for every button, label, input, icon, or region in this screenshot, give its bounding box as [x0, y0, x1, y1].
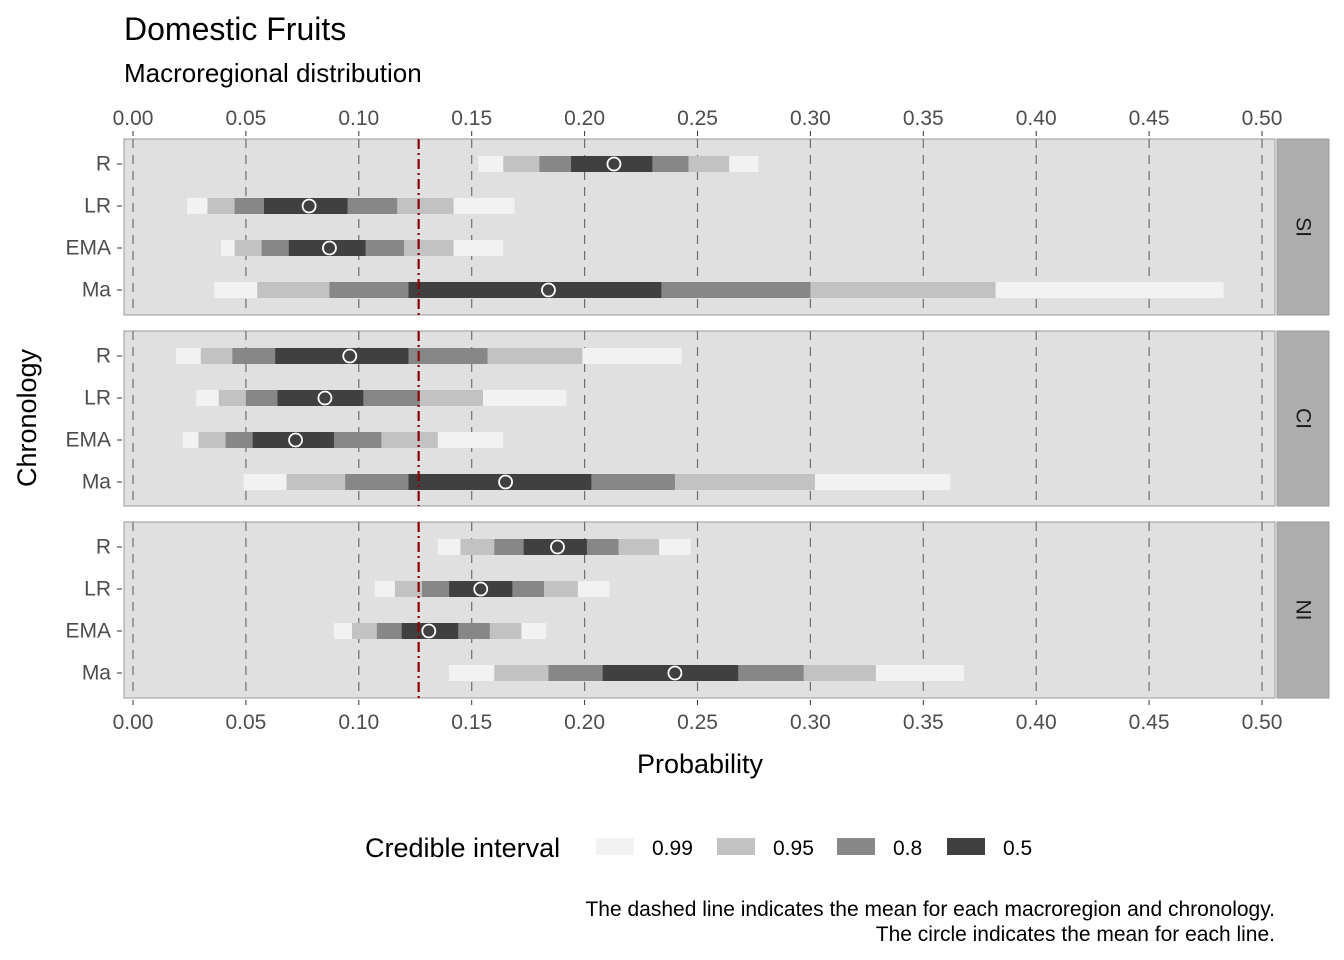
- legend-label-0.99: 0.99: [652, 837, 693, 860]
- legend-key-0.5: [947, 838, 985, 855]
- x-tick-label-bottom: 0.25: [677, 711, 718, 734]
- strip-label: SI: [1292, 217, 1315, 237]
- panel-si: SI R LR EMA Ma: [65, 138, 1330, 316]
- strip-label: CI: [1292, 408, 1315, 429]
- strip-si: [1276, 138, 1330, 316]
- row-mean-circle: [421, 623, 437, 639]
- legend-title: Credible interval: [365, 833, 560, 863]
- x-tick-label-top: 0.15: [451, 107, 492, 130]
- x-tick-label-bottom: 0.00: [113, 711, 154, 734]
- y-tick-label: EMA: [65, 237, 111, 260]
- x-tick-label-top: 0.20: [564, 107, 605, 130]
- interval-bar-0.5: [602, 665, 739, 681]
- x-tick-label-bottom: 0.50: [1242, 711, 1283, 734]
- row-mean-circle: [606, 156, 622, 172]
- x-tick-label-top: 0.30: [790, 107, 831, 130]
- y-tick-label: R: [96, 345, 111, 368]
- strip-ci: [1276, 330, 1330, 507]
- y-tick-label: R: [96, 536, 111, 559]
- interval-bar-0.5: [275, 348, 409, 364]
- y-tick-label: EMA: [65, 620, 111, 643]
- interval-bar-0.5: [252, 432, 334, 448]
- x-tick-label-top: 0.10: [338, 107, 379, 130]
- row-mean-circle: [498, 474, 513, 490]
- caption-line-1: The dashed line indicates the mean for e…: [585, 898, 1275, 921]
- interval-bar-0.5: [263, 198, 348, 214]
- y-tick-label: EMA: [65, 429, 111, 452]
- x-tick-label-top: 0.05: [225, 107, 266, 130]
- interval-bar-0.5: [288, 240, 366, 256]
- x-tick-label-bottom: 0.10: [338, 711, 379, 734]
- y-tick-label: R: [96, 153, 111, 176]
- panel-ci: CI R LR EMA Ma: [65, 330, 1330, 507]
- chart-title: Domestic Fruits: [124, 11, 346, 47]
- row-mean-circle: [550, 539, 565, 555]
- legend: Credible interval 0.99 0.95 0.8 0.5: [365, 833, 1032, 863]
- x-tick-label-top: 0.40: [1016, 107, 1057, 130]
- y-tick-label: Ma: [82, 662, 111, 685]
- interval-bar-0.5: [277, 390, 364, 406]
- interval-bar-0.5: [401, 623, 459, 639]
- y-tick-label: LR: [84, 387, 111, 410]
- strip-ni: [1276, 521, 1330, 699]
- legend-key-0.95: [717, 838, 755, 855]
- y-tick-label: Ma: [82, 471, 111, 494]
- row-mean-circle: [301, 198, 317, 214]
- chart-subtitle: Macroregional distribution: [124, 58, 422, 88]
- row-mean-circle: [288, 432, 303, 448]
- interval-bar-0.5: [408, 282, 662, 298]
- legend-key-0.99: [596, 838, 634, 855]
- legend-label-0.5: 0.5: [1003, 837, 1032, 860]
- x-tick-label-top: 0.45: [1129, 107, 1170, 130]
- interval-bar-0.5: [449, 581, 513, 597]
- y-tick-label: Ma: [82, 279, 111, 302]
- interval-bar-0.5: [571, 156, 653, 172]
- x-tick-label-bottom: 0.45: [1129, 711, 1170, 734]
- x-tick-label-bottom: 0.15: [451, 711, 492, 734]
- row-mean-circle: [473, 581, 489, 597]
- legend-key-0.8: [837, 838, 875, 855]
- row-mean-circle: [317, 390, 333, 406]
- x-tick-label-top: 0.25: [677, 107, 718, 130]
- x-tick-label-bottom: 0.30: [790, 711, 831, 734]
- plot-area: 0.00 0.05 0.10 0.15 0.20 0.25 0.30 0.35 0.40 0.45…: [65, 107, 1330, 734]
- y-tick-label: LR: [84, 195, 111, 218]
- panel-ni: NI R LR EMA Ma: [65, 521, 1330, 699]
- x-tick-label-bottom: 0.20: [564, 711, 605, 734]
- x-tick-label-top: 0.35: [903, 107, 944, 130]
- x-tick-label-bottom: 0.40: [1016, 711, 1057, 734]
- x-tick-label-bottom: 0.05: [225, 711, 266, 734]
- legend-label-0.8: 0.8: [893, 837, 922, 860]
- row-mean-circle: [667, 665, 683, 681]
- x-tick-label-top: 0.50: [1242, 107, 1283, 130]
- row-mean-circle: [342, 348, 358, 364]
- interval-bar-0.5: [523, 539, 587, 555]
- row-mean-circle: [541, 282, 556, 298]
- x-tick-label-bottom: 0.35: [903, 711, 944, 734]
- strip-label: NI: [1292, 600, 1315, 621]
- y-tick-label: LR: [84, 578, 111, 601]
- row-mean-circle: [322, 240, 337, 256]
- legend-label-0.95: 0.95: [773, 837, 814, 860]
- x-axis-title: Probability: [637, 749, 764, 779]
- x-tick-label-top: 0.00: [113, 107, 154, 130]
- caption-line-2: The circle indicates the mean for each l…: [876, 923, 1275, 946]
- y-axis-title: Chronology: [12, 348, 42, 487]
